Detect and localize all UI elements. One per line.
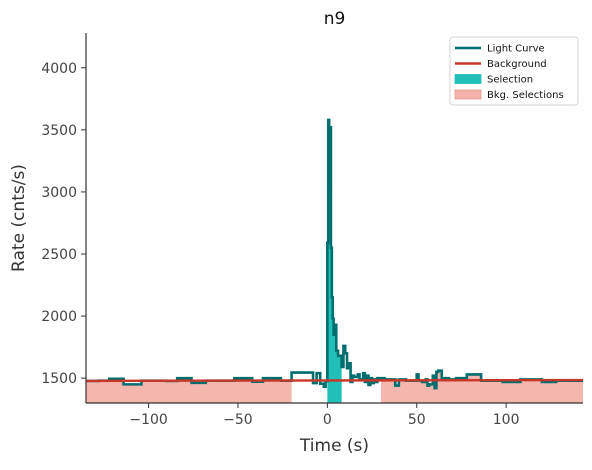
legend-label: Selection (487, 75, 533, 86)
y-tick-label: 1500 (41, 371, 77, 387)
axes (85, 33, 583, 404)
x-axis-title: Time (s) (299, 436, 369, 456)
legend-item: Selection (454, 74, 533, 86)
chart-title: n9 (324, 9, 346, 29)
plot-area (86, 118, 583, 403)
x-tick-label: 50 (408, 412, 426, 428)
x-tick-label: 0 (323, 412, 332, 428)
background-line (86, 378, 583, 383)
legend-label: Light Curve (487, 44, 545, 55)
ticks: −100 −50 0 50 100 1500 2000 2500 3000 3500 4000 (41, 61, 519, 428)
light-curve-line (86, 118, 583, 390)
legend-item: Bkg. Selections (454, 89, 564, 101)
legend-item: Light Curve (455, 44, 545, 55)
y-tick-label: 2000 (41, 309, 77, 325)
legend-items: Light Curve Background Selection Bkg. Selec… (454, 44, 564, 101)
legend-box (449, 36, 579, 106)
legend-item: Background (455, 59, 547, 70)
legend-label: Bkg. Selections (487, 90, 564, 101)
legend: Light Curve Background Selection Bkg. Selec… (449, 36, 579, 106)
y-tick-label: 3000 (41, 185, 77, 201)
x-tick-label: −50 (223, 412, 253, 428)
x-tick-label: 100 (493, 412, 520, 428)
y-tick-label: 3500 (41, 123, 77, 139)
x-tick-label: −100 (129, 412, 167, 428)
y-axis-title: Rate (cnts/s) (9, 164, 29, 272)
legend-label: Background (487, 59, 547, 70)
legend-swatch (454, 74, 482, 84)
y-tick-label: 2500 (41, 247, 77, 263)
y-tick-label: 4000 (41, 61, 77, 77)
bkg-selection-fill-1 (380, 370, 583, 403)
legend-swatch (454, 89, 482, 100)
